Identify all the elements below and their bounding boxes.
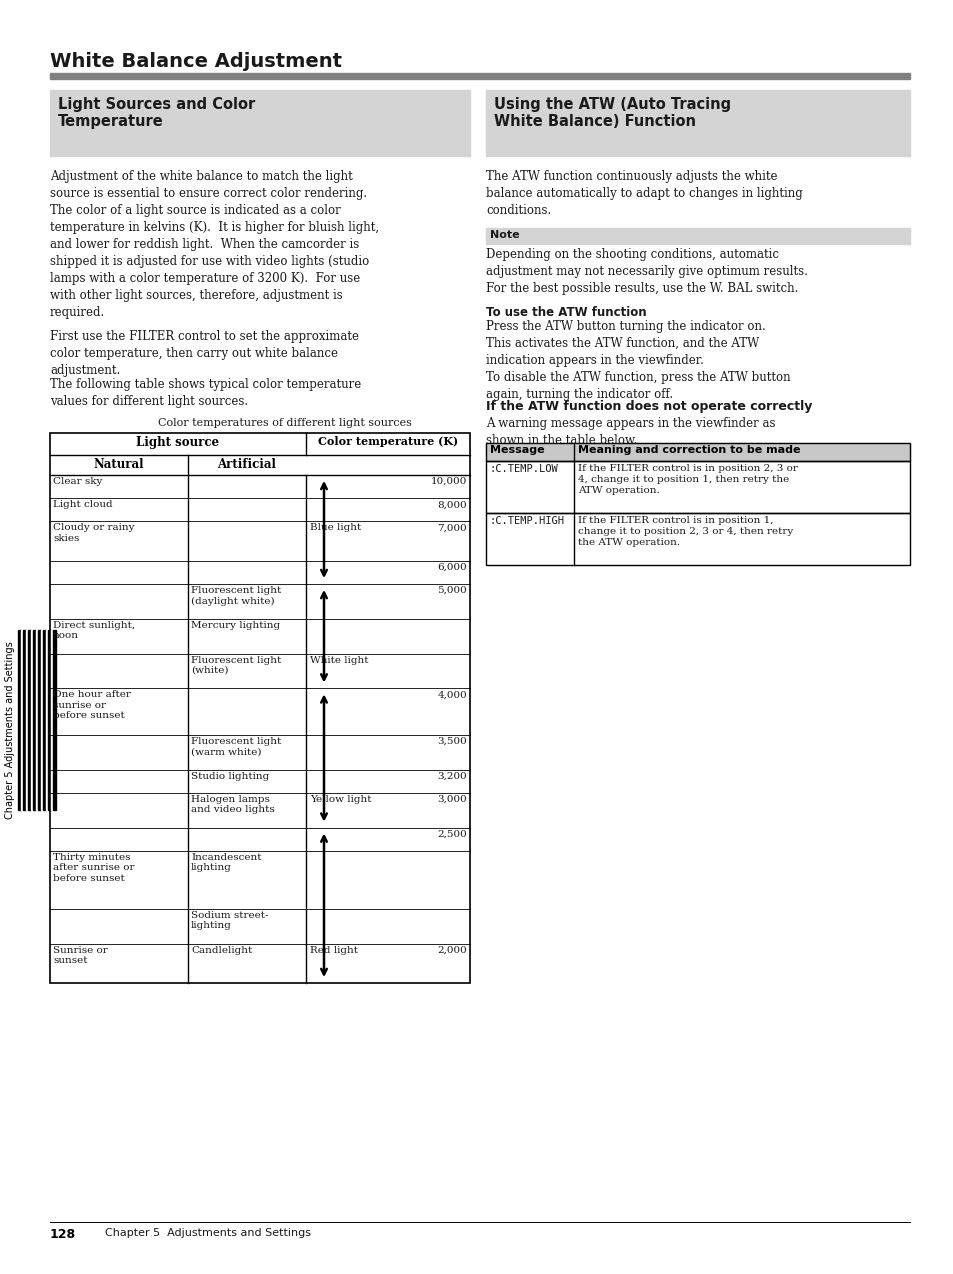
Text: 10,000: 10,000 [430, 476, 467, 485]
Text: To use the ATW function: To use the ATW function [485, 306, 646, 318]
Text: 128: 128 [50, 1228, 76, 1241]
Text: Light cloud: Light cloud [53, 501, 112, 510]
Bar [38, 631, 41, 810]
Bar [485, 461, 909, 513]
Text: Fluorescent light
(daylight white): Fluorescent light (daylight white) [191, 586, 281, 605]
Text: 6,000: 6,000 [436, 563, 467, 572]
Text: Adjustment of the white balance to match the light
source is essential to ensure: Adjustment of the white balance to match… [50, 169, 378, 318]
Bar [46, 631, 48, 810]
Bar [18, 631, 21, 810]
Text: Fluorescent light
(warm white): Fluorescent light (warm white) [191, 736, 281, 757]
Text: Light Sources and Color
Temperature: Light Sources and Color Temperature [58, 97, 255, 130]
Bar [485, 443, 909, 461]
Text: Meaning and correction to be made: Meaning and correction to be made [578, 445, 800, 455]
Text: Color temperature (K): Color temperature (K) [317, 436, 457, 447]
Text: 3,000: 3,000 [436, 795, 467, 804]
Bar [33, 631, 36, 810]
Bar [21, 631, 23, 810]
Text: White Balance Adjustment: White Balance Adjustment [50, 52, 341, 71]
Bar [50, 73, 909, 79]
Text: :C.TEMP.LOW: :C.TEMP.LOW [490, 464, 558, 474]
Text: Depending on the shooting conditions, automatic
adjustment may not necessarily g: Depending on the shooting conditions, au… [485, 248, 807, 296]
Bar [485, 513, 909, 564]
Text: Light source: Light source [136, 436, 219, 448]
Text: Candlelight: Candlelight [191, 945, 252, 954]
Text: Message: Message [490, 445, 544, 455]
Text: First use the FILTER control to set the approximate
color temperature, then carr: First use the FILTER control to set the … [50, 330, 358, 377]
Bar [50, 90, 470, 155]
Text: Fluorescent light
(white): Fluorescent light (white) [191, 656, 281, 675]
Text: Incandescent
lighting: Incandescent lighting [191, 852, 261, 873]
Text: 4,000: 4,000 [436, 691, 467, 699]
Bar [50, 433, 470, 984]
Text: Color temperatures of different light sources: Color temperatures of different light so… [158, 418, 412, 428]
Bar [23, 631, 26, 810]
Text: Blue light: Blue light [310, 524, 361, 533]
Bar [26, 631, 28, 810]
Bar [53, 631, 56, 810]
Text: Natural: Natural [93, 457, 144, 471]
Text: 3,200: 3,200 [436, 772, 467, 781]
Text: Chapter 5 Adjustments and Settings: Chapter 5 Adjustments and Settings [5, 641, 15, 819]
Text: If the FILTER control is in position 2, 3 or
4, change it to position 1, then re: If the FILTER control is in position 2, … [578, 464, 797, 496]
Bar [48, 631, 51, 810]
Text: White light: White light [310, 656, 368, 665]
Text: If the FILTER control is in position 1,
change it to position 2, 3 or 4, then re: If the FILTER control is in position 1, … [578, 516, 792, 548]
Bar [485, 228, 909, 245]
Text: 8,000: 8,000 [436, 501, 467, 510]
Bar [485, 443, 909, 461]
Text: 2,500: 2,500 [436, 829, 467, 838]
Text: The following table shows typical color temperature
values for different light s: The following table shows typical color … [50, 378, 361, 408]
Text: Sodium street-
lighting: Sodium street- lighting [191, 911, 268, 930]
Text: Studio lighting: Studio lighting [191, 772, 269, 781]
Text: If the ATW function does not operate correctly: If the ATW function does not operate cor… [485, 400, 812, 413]
Text: 5,000: 5,000 [436, 586, 467, 595]
Text: Chapter 5  Adjustments and Settings: Chapter 5 Adjustments and Settings [105, 1228, 311, 1238]
Text: Clear sky: Clear sky [53, 476, 102, 485]
Text: Thirty minutes
after sunrise or
before sunset: Thirty minutes after sunrise or before s… [53, 852, 134, 883]
Bar [51, 631, 53, 810]
Text: Press the ATW button turning the indicator on.
This activates the ATW function, : Press the ATW button turning the indicat… [485, 320, 790, 401]
Text: Cloudy or rainy
skies: Cloudy or rainy skies [53, 524, 134, 543]
Text: Halogen lamps
and video lights: Halogen lamps and video lights [191, 795, 274, 814]
Text: Using the ATW (Auto Tracing
White Balance) Function: Using the ATW (Auto Tracing White Balanc… [494, 97, 730, 130]
Bar [41, 631, 43, 810]
Text: Mercury lighting: Mercury lighting [191, 620, 280, 629]
Text: Sunrise or
sunset: Sunrise or sunset [53, 945, 108, 964]
Bar [485, 90, 909, 155]
Bar [28, 631, 30, 810]
Text: :C.TEMP.HIGH: :C.TEMP.HIGH [490, 516, 564, 526]
Bar [30, 631, 33, 810]
Bar [43, 631, 46, 810]
Text: A warning message appears in the viewfinder as
shown in the table below.: A warning message appears in the viewfin… [485, 417, 775, 447]
Text: The ATW function continuously adjusts the white
balance automatically to adapt t: The ATW function continuously adjusts th… [485, 169, 801, 217]
Text: One hour after
sunrise or
before sunset: One hour after sunrise or before sunset [53, 691, 131, 720]
Text: Artificial: Artificial [217, 457, 276, 471]
Text: 3,500: 3,500 [436, 736, 467, 745]
Text: Direct sunlight,
noon: Direct sunlight, noon [53, 620, 135, 641]
Text: Note: Note [490, 231, 519, 240]
Text: Red light: Red light [310, 945, 357, 954]
Bar [36, 631, 38, 810]
Text: 7,000: 7,000 [436, 524, 467, 533]
Text: Yellow light: Yellow light [310, 795, 371, 804]
Text: 2,000: 2,000 [436, 945, 467, 954]
